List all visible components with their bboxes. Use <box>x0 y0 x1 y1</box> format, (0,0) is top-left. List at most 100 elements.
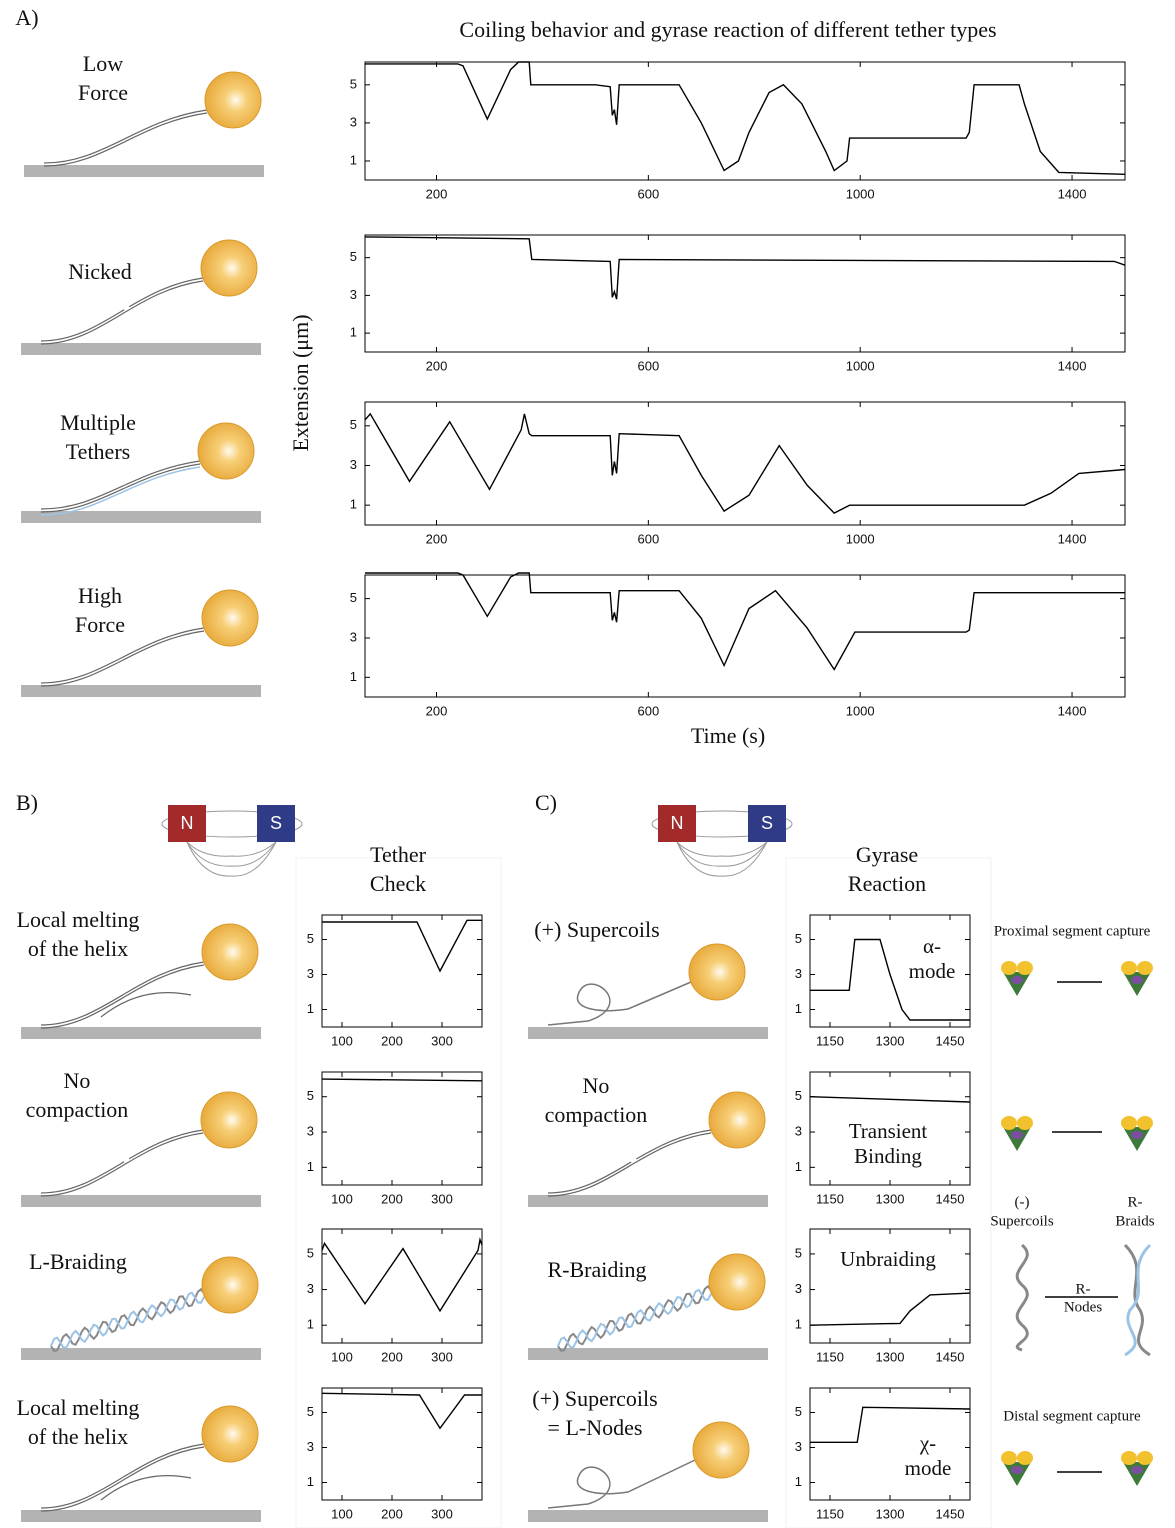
gyrase <box>1017 1116 1033 1130</box>
y-tick-label: 5 <box>795 1088 802 1103</box>
x-tick-label: 1000 <box>846 703 875 718</box>
gyrase <box>1011 976 1023 984</box>
tether-label: No <box>583 1073 610 1098</box>
tether <box>548 1460 695 1508</box>
tether <box>41 1133 203 1196</box>
mechanism-label: Braids <box>1115 1213 1154 1229</box>
tether-label: Local melting <box>17 907 140 932</box>
x-tick-label: 100 <box>331 1349 353 1364</box>
tether <box>548 982 691 1025</box>
tether-label: (+) Supercoils <box>532 1386 657 1411</box>
x-tick-label: 600 <box>637 703 659 718</box>
gyrase <box>1137 961 1153 975</box>
y-tick-label: 1 <box>795 1317 802 1332</box>
y-tick-label: 3 <box>350 287 357 302</box>
tether-label: No <box>64 1068 91 1093</box>
panel-label: C) <box>535 790 557 815</box>
y-tick-label: 3 <box>350 457 357 472</box>
y-tick-label: 1 <box>307 1474 314 1489</box>
bead <box>201 240 257 296</box>
annotation: χ- <box>919 1431 936 1455</box>
gyrase <box>1131 1131 1143 1139</box>
y-tick-label: 3 <box>307 966 314 981</box>
data-line <box>365 573 1125 670</box>
data-line <box>365 62 1125 174</box>
x-tick-label: 1000 <box>846 358 875 373</box>
y-tick-label: 5 <box>350 590 357 605</box>
tether <box>51 1293 204 1348</box>
annotation: Unbraiding <box>840 1247 936 1271</box>
annotation: α- <box>923 934 941 958</box>
gyrase <box>1121 961 1137 975</box>
magnet-label: N <box>181 813 194 833</box>
bead <box>709 1092 765 1148</box>
x-tick-label: 1400 <box>1058 703 1087 718</box>
x-tick-label: 600 <box>637 186 659 201</box>
figure: 2006001000140013520060010001400135200600… <box>0 0 1175 1528</box>
bead <box>693 1422 749 1478</box>
y-tick-label: 3 <box>795 1281 802 1296</box>
x-axis-label: Time (s) <box>691 723 765 748</box>
mechanism-label: Distal segment capture <box>1003 1408 1141 1424</box>
x-tick-label: 300 <box>431 1033 453 1048</box>
x-tick-label: 1300 <box>876 1506 905 1521</box>
x-tick-label: 1400 <box>1058 531 1087 546</box>
x-tick-label: 200 <box>426 703 448 718</box>
tether <box>41 965 204 1028</box>
tether <box>548 1133 711 1196</box>
y-tick-label: 5 <box>795 931 802 946</box>
bead <box>202 1257 258 1313</box>
gyrase <box>1121 1116 1137 1130</box>
bead <box>198 423 254 479</box>
chart-title: Coiling behavior and gyrase reaction of … <box>459 17 996 42</box>
y-tick-label: 5 <box>795 1404 802 1419</box>
panel-title: Check <box>370 871 426 896</box>
field-line <box>677 842 767 856</box>
bead <box>202 1406 258 1462</box>
x-tick-label: 1000 <box>846 186 875 201</box>
gyrase <box>1017 1451 1033 1465</box>
surface <box>528 1510 768 1522</box>
bead <box>202 590 258 646</box>
x-tick-label: 1450 <box>936 1349 965 1364</box>
mechanism-label: R- <box>1076 1281 1091 1297</box>
gyrase <box>1131 976 1143 984</box>
surface <box>21 511 261 523</box>
tether <box>41 1447 204 1511</box>
x-tick-label: 1300 <box>876 1191 905 1206</box>
surface <box>528 1195 768 1207</box>
bead <box>205 72 261 128</box>
field-line <box>187 842 276 856</box>
y-tick-label: 1 <box>350 669 357 684</box>
magnet-label: S <box>761 813 773 833</box>
surface <box>24 165 264 177</box>
y-tick-label: 3 <box>307 1439 314 1454</box>
tether-label: of the helix <box>28 1424 128 1449</box>
y-tick-label: 3 <box>350 114 357 129</box>
x-tick-label: 1450 <box>936 1506 965 1521</box>
plot-frame <box>365 62 1125 180</box>
tether <box>548 1130 711 1193</box>
data-line <box>365 237 1125 299</box>
x-tick-label: 1300 <box>876 1349 905 1364</box>
plot-frame <box>365 235 1125 352</box>
bead <box>689 944 745 1000</box>
x-tick-label: 600 <box>637 531 659 546</box>
x-tick-label: 100 <box>331 1506 353 1521</box>
y-tick-label: 1 <box>350 152 357 167</box>
field-line <box>677 842 767 876</box>
tether-label: Low <box>83 51 123 76</box>
tether <box>41 1130 203 1193</box>
y-tick-label: 1 <box>307 1001 314 1016</box>
y-tick-label: 5 <box>307 1088 314 1103</box>
field-line <box>187 842 276 876</box>
x-tick-label: 300 <box>431 1506 453 1521</box>
x-tick-label: 1150 <box>816 1033 844 1048</box>
tether <box>44 113 207 166</box>
chart: 20060010001400135 <box>350 402 1125 546</box>
x-tick-label: 300 <box>431 1191 453 1206</box>
panel-label: B) <box>16 790 38 815</box>
surface <box>21 1510 261 1522</box>
y-tick-label: 1 <box>307 1317 314 1332</box>
x-tick-label: 1450 <box>936 1033 965 1048</box>
